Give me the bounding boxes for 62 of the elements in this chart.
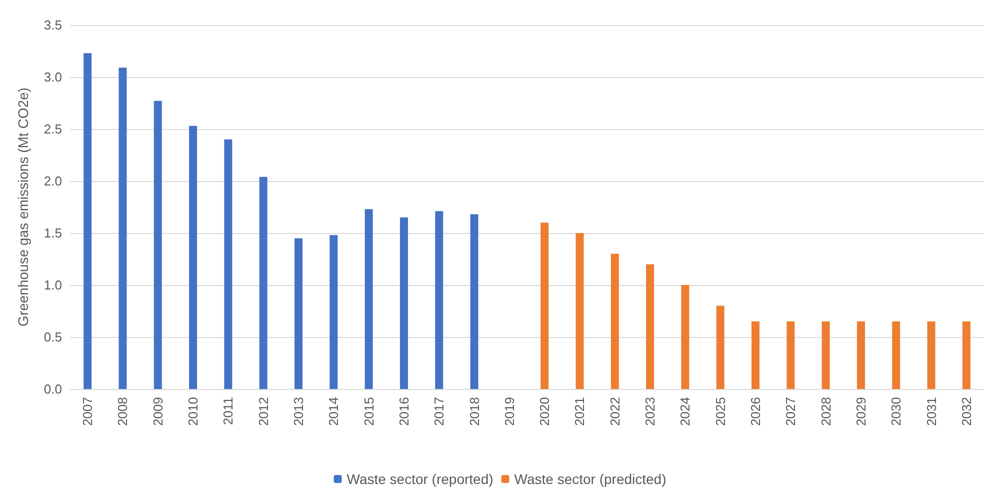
- bar: [259, 176, 268, 389]
- x-tick-label: 2016: [396, 397, 412, 426]
- legend-label: Waste sector (reported): [346, 471, 494, 487]
- bar: [470, 214, 478, 389]
- bar: [576, 233, 584, 389]
- x-tick-label: 2013: [291, 397, 306, 426]
- bar: [154, 100, 162, 389]
- bar: [364, 209, 373, 389]
- x-tick-label: 2015: [361, 397, 376, 426]
- x-tick-label: 2030: [888, 397, 904, 426]
- bar: [927, 321, 936, 389]
- legend-label: Waste sector (predicted): [514, 471, 666, 487]
- bar: [681, 285, 690, 389]
- x-tick-label: 2024: [678, 397, 693, 426]
- bar: [330, 235, 338, 389]
- y-tick-label: 3.5: [44, 18, 62, 32]
- bar: [84, 53, 92, 389]
- bar: [752, 321, 760, 389]
- y-tick-label: 3.0: [44, 70, 62, 84]
- y-tick-label: 2.5: [44, 122, 62, 136]
- bar: [224, 139, 232, 389]
- x-tick-label: 2031: [924, 397, 939, 426]
- x-tick-label: 2027: [783, 397, 798, 426]
- x-tick-label: 2022: [607, 397, 622, 426]
- x-tick-label: 2026: [748, 397, 763, 426]
- bar: [435, 211, 444, 389]
- bar: [646, 264, 654, 389]
- x-tick-label: 2021: [572, 397, 588, 426]
- bar: [294, 238, 302, 389]
- bar: [822, 321, 830, 389]
- y-tick-label: 2.0: [44, 174, 62, 188]
- bar: [189, 126, 198, 389]
- x-tick-label: 2010: [186, 397, 201, 426]
- bar: [892, 321, 900, 389]
- bar: [610, 254, 619, 389]
- x-tick-label: 2019: [502, 397, 517, 426]
- bar: [716, 306, 724, 389]
- y-tick-label: 0.5: [44, 330, 62, 344]
- x-tick-label: 2008: [115, 397, 130, 426]
- bar: [786, 321, 795, 389]
- x-tick-label: 2009: [150, 397, 166, 426]
- x-tick-label: 2014: [326, 397, 342, 426]
- bar: [540, 222, 549, 389]
- x-tick-label: 2023: [642, 397, 658, 426]
- x-tick-label: 2025: [712, 397, 728, 426]
- x-tick-label: 2012: [256, 397, 271, 426]
- bar: [400, 217, 408, 389]
- bar: [962, 321, 970, 389]
- x-tick-label: 2028: [818, 397, 834, 426]
- x-tick-label: 2011: [220, 397, 236, 425]
- y-tick-label: 1.0: [44, 278, 62, 292]
- x-tick-label: 2032: [958, 397, 974, 426]
- bar: [118, 68, 127, 389]
- y-tick-label: 1.5: [44, 226, 62, 240]
- x-tick-label: 2020: [537, 397, 552, 426]
- x-tick-label: 2029: [853, 397, 868, 426]
- bar: [856, 321, 865, 389]
- x-tick-label: 2017: [432, 397, 447, 426]
- y-axis-title: Greenhouse gas emissions (Mt CO2e): [15, 88, 31, 326]
- x-tick-label: 2018: [466, 397, 482, 426]
- y-tick-label: 0.0: [44, 382, 62, 396]
- x-tick-label: 2007: [80, 397, 96, 426]
